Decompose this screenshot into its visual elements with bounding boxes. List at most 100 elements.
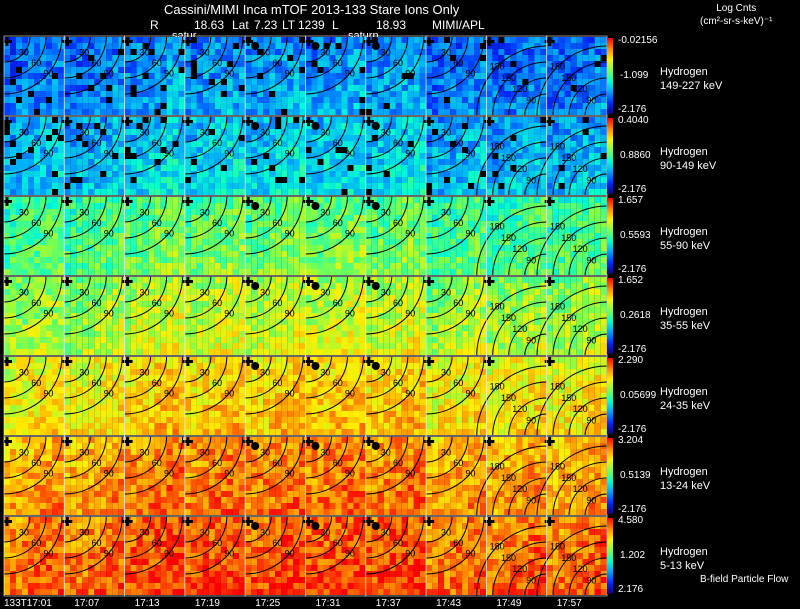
contour-line bbox=[64, 355, 123, 415]
contour-label: 180 bbox=[550, 62, 565, 72]
contour-label: 90 bbox=[43, 308, 53, 318]
contour-line bbox=[476, 125, 547, 197]
contour-label: 90 bbox=[465, 148, 475, 158]
contour-label: 30 bbox=[79, 368, 89, 378]
contour-label: 30 bbox=[79, 208, 89, 218]
contour-line bbox=[426, 35, 469, 79]
saturn-marker bbox=[371, 442, 380, 450]
contour-label: 60 bbox=[453, 538, 463, 548]
contour-label: 180 bbox=[490, 62, 505, 72]
contour-line bbox=[426, 515, 485, 575]
contour-line bbox=[524, 333, 547, 357]
contour-line bbox=[492, 381, 547, 437]
contour-line bbox=[124, 115, 184, 175]
contour-label: 30 bbox=[19, 368, 29, 378]
contour-line bbox=[508, 237, 547, 277]
contour-line bbox=[426, 515, 469, 559]
contour-line bbox=[492, 61, 547, 117]
contour-line bbox=[426, 355, 453, 383]
contour-line bbox=[3, 195, 63, 255]
contour-line bbox=[365, 115, 425, 175]
contour-label: 60 bbox=[272, 458, 282, 468]
contour-line bbox=[365, 435, 393, 463]
contour-label: 60 bbox=[31, 218, 41, 228]
contour-label: 90 bbox=[526, 95, 536, 105]
contour-label: 180 bbox=[490, 382, 505, 392]
saturn-marker bbox=[251, 282, 260, 290]
colorbar-strip bbox=[607, 38, 613, 114]
contour-label: 30 bbox=[139, 528, 149, 538]
contour-line bbox=[568, 557, 608, 597]
contour-line bbox=[305, 275, 332, 303]
contour-line bbox=[365, 275, 393, 303]
colorbar-mid-6: 1.202 bbox=[620, 550, 646, 561]
contour-line bbox=[3, 515, 31, 543]
contour-label: 90 bbox=[285, 468, 295, 478]
colorbar-min-1: -2.176 bbox=[618, 184, 647, 195]
saturn-marker bbox=[311, 362, 320, 370]
contour-line bbox=[124, 195, 168, 239]
colorbar-max-4: 2.290 bbox=[618, 355, 644, 366]
contour-label: 90 bbox=[224, 388, 234, 398]
contour-label: 90 bbox=[224, 548, 234, 558]
units-line-2: (cm²-sr-s-keV)⁻¹ bbox=[700, 16, 773, 27]
colorbar-min-0: -2.176 bbox=[618, 104, 647, 115]
contour-label: 60 bbox=[152, 538, 162, 548]
contour-label: 90 bbox=[285, 388, 295, 398]
contour-label: 30 bbox=[139, 288, 149, 298]
contour-line bbox=[305, 435, 348, 479]
colorbar-mid-5: 0.5139 bbox=[620, 470, 651, 481]
contour-label: 30 bbox=[200, 288, 210, 298]
contour-label: 30 bbox=[441, 288, 451, 298]
colorbar-min-5: -2.176 bbox=[618, 504, 647, 515]
contour-label: 180 bbox=[550, 142, 565, 152]
contour-label: 90 bbox=[43, 68, 53, 78]
contour-line bbox=[524, 253, 547, 277]
contour-label: 150 bbox=[561, 313, 576, 323]
contour-label: 30 bbox=[139, 48, 149, 58]
contour-label: 90 bbox=[104, 68, 114, 78]
row-energy-6: 5-13 keV bbox=[660, 560, 705, 572]
contour-line bbox=[3, 355, 47, 399]
x-tick-label: 133T17:01 bbox=[4, 598, 52, 609]
x-tick-label: 17:43 bbox=[436, 598, 462, 609]
contour-label: 30 bbox=[19, 528, 29, 538]
contour-line bbox=[508, 477, 547, 517]
contour-line bbox=[245, 35, 272, 63]
r-label: R bbox=[150, 18, 159, 32]
contour-label: 120 bbox=[573, 484, 588, 494]
contour-line bbox=[64, 195, 107, 239]
contour-line bbox=[305, 515, 332, 543]
contour-label: 120 bbox=[573, 404, 588, 414]
colorbar-max-2: 1.657 bbox=[618, 195, 644, 206]
contour-label: 90 bbox=[526, 175, 536, 185]
lt-label: LT bbox=[282, 18, 296, 32]
contour-line bbox=[124, 35, 152, 63]
contour-label: 90 bbox=[465, 468, 475, 478]
contour-label: 60 bbox=[272, 138, 282, 148]
contour-label: 60 bbox=[333, 538, 343, 548]
contour-line bbox=[524, 173, 547, 197]
contour-line bbox=[305, 515, 348, 559]
contour-line bbox=[124, 435, 152, 463]
contour-line bbox=[124, 515, 168, 559]
contour-line bbox=[492, 221, 547, 277]
contour-line bbox=[64, 35, 91, 63]
row-energy-1: 90-149 keV bbox=[660, 160, 717, 172]
contour-label: 60 bbox=[333, 138, 343, 148]
contour-label: 90 bbox=[465, 548, 475, 558]
contour-label: 150 bbox=[501, 553, 516, 563]
l-label: L bbox=[332, 18, 339, 32]
contour-line bbox=[584, 253, 608, 277]
contour-line bbox=[124, 355, 184, 415]
contour-label: 60 bbox=[272, 378, 282, 388]
